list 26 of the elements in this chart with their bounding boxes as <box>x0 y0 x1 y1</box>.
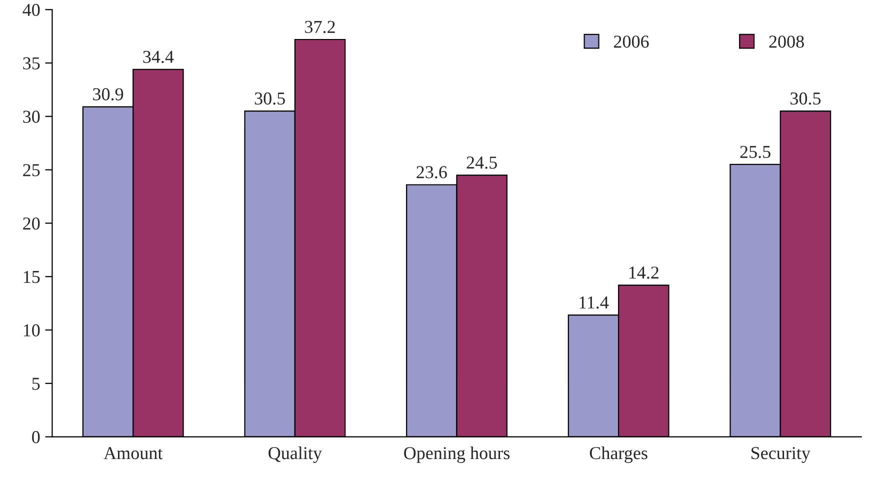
y-tick-label: 20 <box>23 217 40 230</box>
y-tick-label: 15 <box>24 270 40 284</box>
y-tick-label: 10 <box>24 324 40 336</box>
data-label: 37.2 <box>305 20 335 34</box>
data-label: 25.5 <box>740 146 770 158</box>
x-tick-label: Charges <box>590 446 648 463</box>
y-tick-label: 40 <box>22 4 40 16</box>
data-label: 24.5 <box>466 156 497 169</box>
x-tick-label: Opening hours <box>404 446 510 463</box>
data-label: 30.5 <box>254 92 285 105</box>
x-tick-label: Quality <box>268 446 322 463</box>
y-tick-label: 35 <box>23 57 40 70</box>
data-label: 30.5 <box>790 92 821 105</box>
legend-label: 2006 <box>614 36 649 48</box>
data-label: 34.4 <box>143 50 174 64</box>
data-label: 30.9 <box>93 88 124 100</box>
x-tick-label: Security <box>752 447 810 463</box>
y-tick-label: 30 <box>23 110 40 123</box>
data-label: 23.6 <box>416 166 447 178</box>
data-label: 14.2 <box>629 266 658 279</box>
y-tick-label: 25 <box>23 164 40 176</box>
x-tick-label: Amount <box>104 447 163 460</box>
y-tick-label: 0 <box>32 431 40 444</box>
y-tick-label: 5 <box>32 378 40 390</box>
data-label: 11.4 <box>580 296 609 309</box>
legend-label: 2008 <box>769 36 804 48</box>
